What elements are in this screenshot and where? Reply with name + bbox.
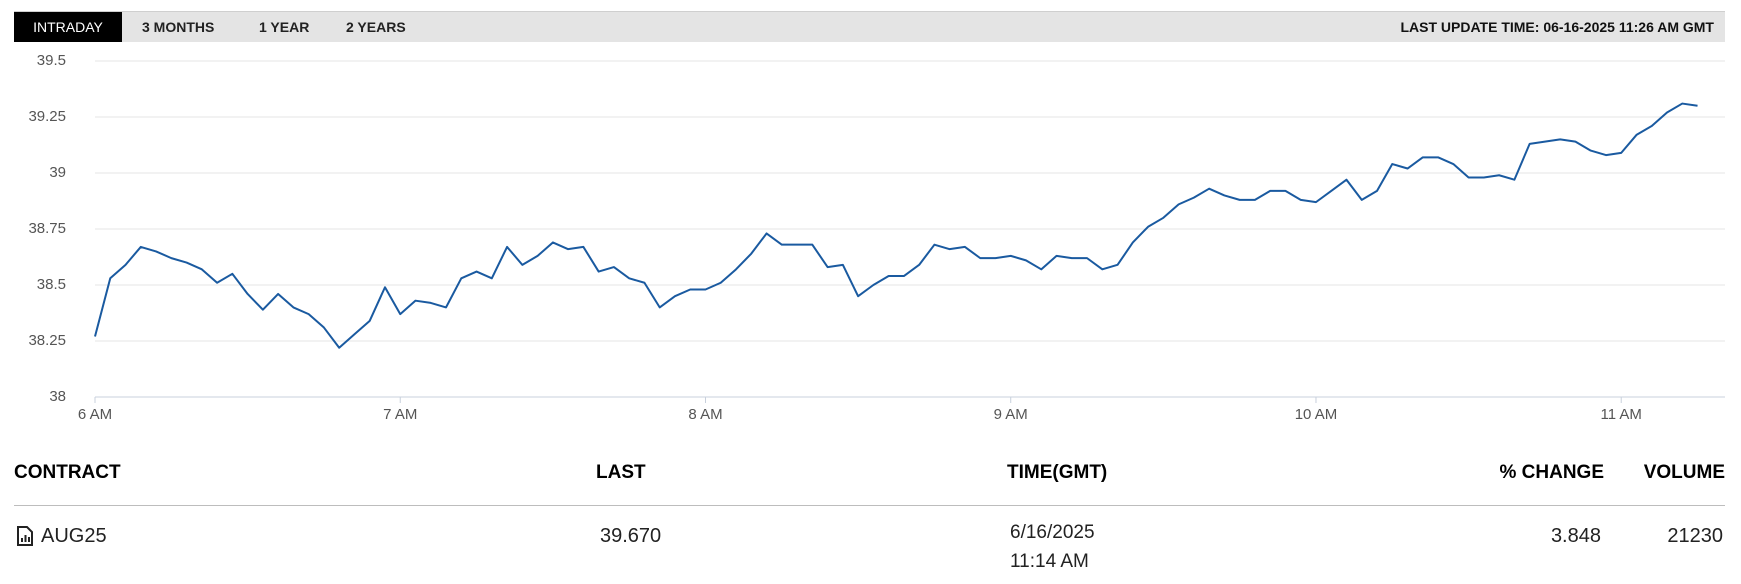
tab[interactable]: 2 YEARS bbox=[346, 19, 406, 35]
x-tick-label: 10 AM bbox=[1295, 406, 1338, 423]
contract[interactable]: AUG25 bbox=[41, 525, 107, 547]
tab[interactable]: 1 YEAR bbox=[259, 19, 310, 35]
y-tick-label: 38.75 bbox=[28, 220, 66, 237]
column-header: % CHANGE bbox=[1499, 462, 1604, 483]
y-tick-label: 38.5 bbox=[37, 276, 66, 293]
y-tick-label: 39.5 bbox=[37, 52, 66, 69]
column-header: VOLUME bbox=[1643, 462, 1725, 483]
x-tick-label: 7 AM bbox=[383, 406, 417, 423]
price-line bbox=[94, 102, 1698, 349]
y-tick-label: 38 bbox=[49, 388, 66, 405]
time: 11:14 AM bbox=[1010, 551, 1089, 572]
y-tick-label: 39 bbox=[49, 164, 66, 181]
column-header: TIME(GMT) bbox=[1007, 462, 1108, 483]
x-tick-label: 11 AM bbox=[1601, 406, 1642, 423]
y-tick-label: 39.25 bbox=[28, 108, 66, 125]
x-tick-label: 8 AM bbox=[688, 406, 722, 423]
y-tick-label: 38.25 bbox=[28, 332, 66, 349]
chart: 38 38.25 38.5 38.75 39 39.25 39.5 6 AM 7 AM 8 AM 9… bbox=[28, 52, 1725, 423]
tab[interactable]: 3 MONTHS bbox=[142, 19, 215, 35]
x-tick-label: 6 AM bbox=[78, 406, 112, 423]
tab[interactable]: INTRADAY bbox=[14, 12, 122, 42]
change: 3.848 bbox=[1550, 525, 1601, 547]
divider bbox=[14, 505, 1725, 506]
last: 39.670 bbox=[600, 525, 662, 547]
column-header: LAST bbox=[596, 462, 646, 483]
tab-bar: INTRADAY 3 MONTHS 1 YEAR 2 YEARS LAST UP… bbox=[14, 11, 1725, 42]
x-tick-label: 9 AM bbox=[994, 406, 1028, 423]
date: 6/16/2025 bbox=[1010, 522, 1095, 543]
volume: 21230 bbox=[1667, 525, 1723, 547]
last-update: LAST UPDATE TIME: 06-16-2025 11:26 AM GM… bbox=[1400, 19, 1714, 35]
column-header: CONTRACT bbox=[14, 462, 121, 483]
file-icon bbox=[17, 526, 33, 546]
